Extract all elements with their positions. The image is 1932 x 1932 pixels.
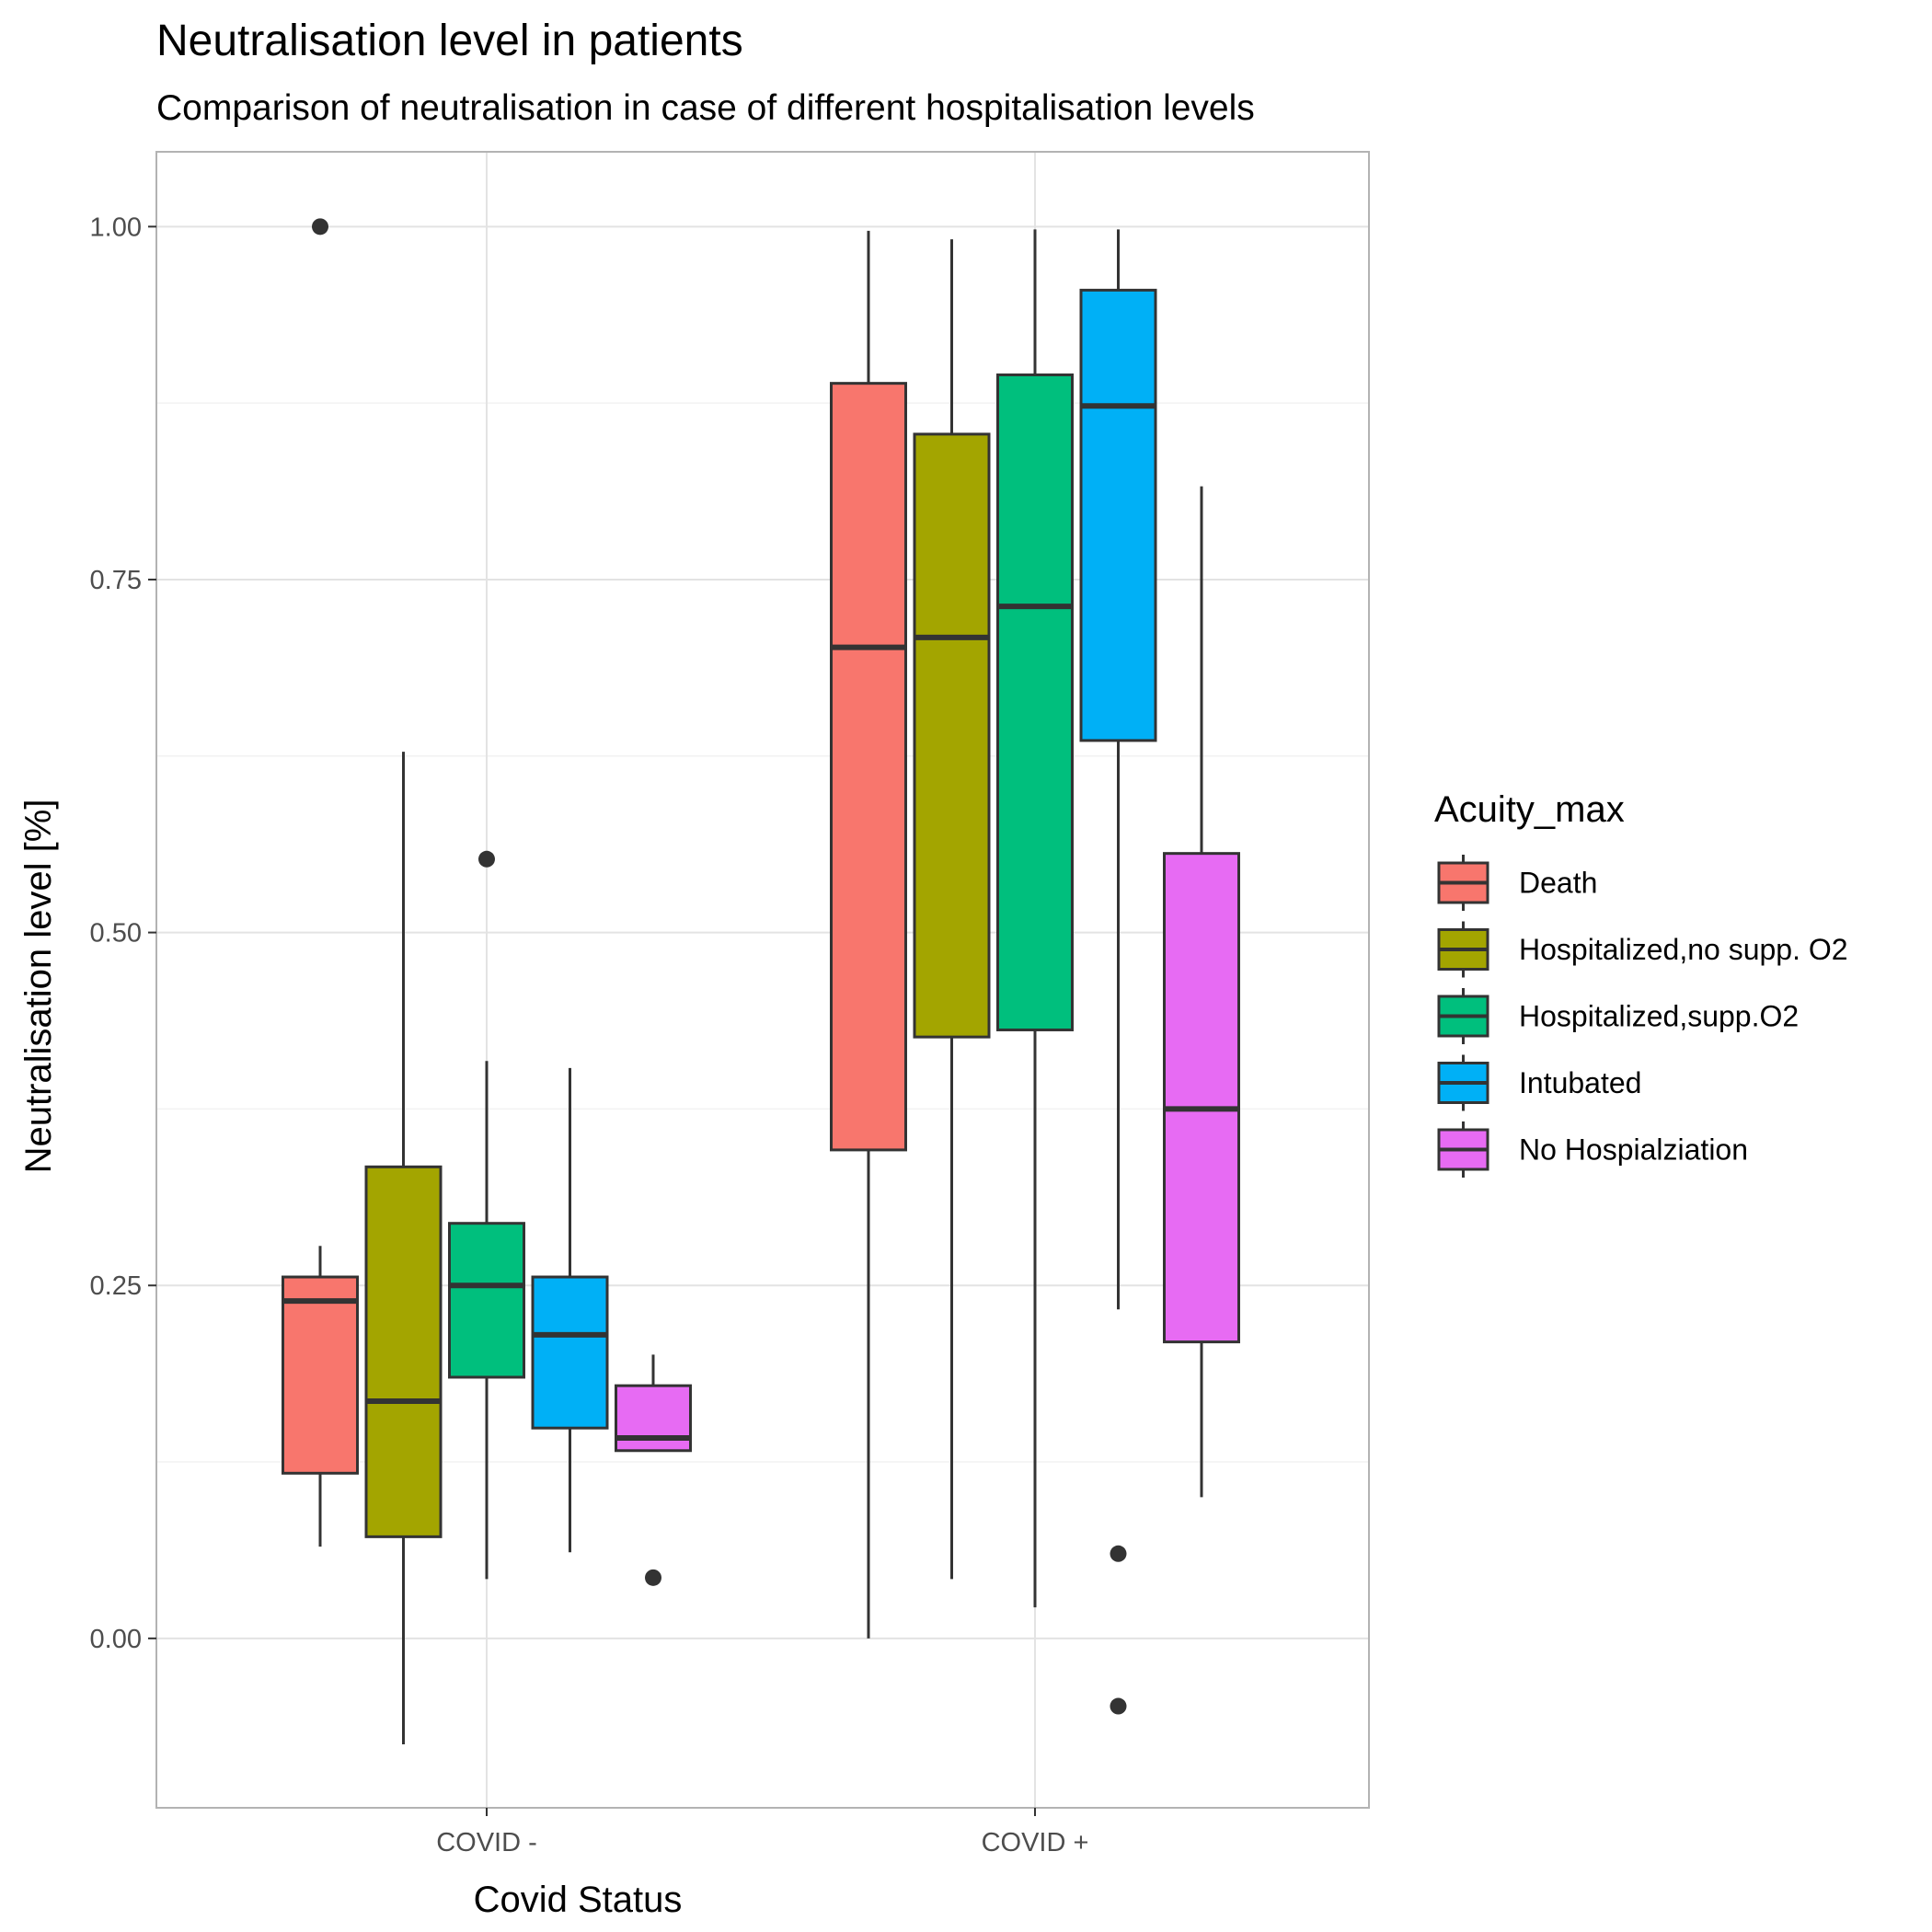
box-layer [282, 218, 1240, 1744]
box-body [996, 373, 1074, 1031]
legend: Acuity_max Death Hospitalized,no supp. O2… [1434, 789, 1848, 1178]
legend-item: Intubated [1437, 1054, 1641, 1111]
plot-border [155, 151, 1370, 1809]
outlier-point [1110, 1697, 1127, 1715]
y-tick-label: 0.00 [90, 1625, 142, 1654]
x-tick-label: COVID - [436, 1828, 537, 1857]
box-body [448, 1222, 525, 1379]
outlier-point [1110, 1545, 1127, 1562]
outlier-point [478, 850, 495, 868]
box-body [364, 1165, 443, 1538]
x-axis: COVID - COVID + [436, 1808, 1088, 1857]
y-tick-label: 1.00 [90, 213, 142, 242]
box-body [913, 432, 991, 1039]
box-hospitalized-no-supp-o2-covid-neg [364, 752, 443, 1744]
box-death-covid-neg [282, 218, 359, 1547]
box-hospitalized-supp-o2-covid-neg [448, 850, 525, 1580]
box-body [615, 1384, 692, 1453]
outlier-point [312, 218, 328, 236]
legend-label: Hospitalized,supp.O2 [1519, 1000, 1799, 1033]
box-intubated-covid-pos [1079, 229, 1157, 1715]
plot-panel [155, 151, 1370, 1809]
box-body [282, 1275, 359, 1475]
chart-title: Neutralisation level in patients [156, 17, 743, 65]
box-body [830, 382, 907, 1152]
legend-label: No Hospialziation [1519, 1133, 1748, 1167]
box-body [1163, 852, 1240, 1344]
box-body [1079, 288, 1157, 742]
legend-label: Hospitalized,no supp. O2 [1519, 933, 1848, 966]
box-no-hospialziation-covid-pos [1163, 486, 1240, 1498]
y-axis: 0.00 0.25 0.50 0.75 1.00 [90, 213, 156, 1654]
legend-item: No Hospialziation [1437, 1121, 1748, 1178]
box-body [531, 1275, 609, 1430]
legend-item: Hospitalized,no supp. O2 [1437, 921, 1848, 978]
y-axis-title: Neutralisation level [%] [18, 799, 59, 1174]
box-hospitalized-no-supp-o2-covid-pos [913, 239, 991, 1580]
y-tick-label: 0.50 [90, 919, 142, 949]
x-tick-label: COVID + [982, 1828, 1089, 1857]
legend-label: Intubated [1519, 1066, 1641, 1099]
outlier-point [645, 1569, 661, 1586]
legend-title: Acuity_max [1434, 789, 1625, 830]
box-death-covid-pos [830, 230, 907, 1639]
y-tick-label: 0.25 [90, 1271, 142, 1301]
box-no-hospialziation-covid-neg [615, 1354, 692, 1586]
legend-item: Death [1437, 855, 1597, 911]
legend-item: Hospitalized,supp.O2 [1437, 988, 1799, 1044]
x-axis-title: Covid Status [474, 1880, 683, 1920]
legend-label: Death [1519, 867, 1597, 900]
y-tick-label: 0.75 [90, 566, 142, 595]
legend-items: Death Hospitalized,no supp. O2 Hospitalize… [1437, 855, 1848, 1178]
chart-subtitle: Comparison of neutralisation in case of … [156, 88, 1255, 128]
box-hospitalized-supp-o2-covid-pos [996, 229, 1074, 1608]
box-intubated-covid-neg [531, 1067, 609, 1553]
